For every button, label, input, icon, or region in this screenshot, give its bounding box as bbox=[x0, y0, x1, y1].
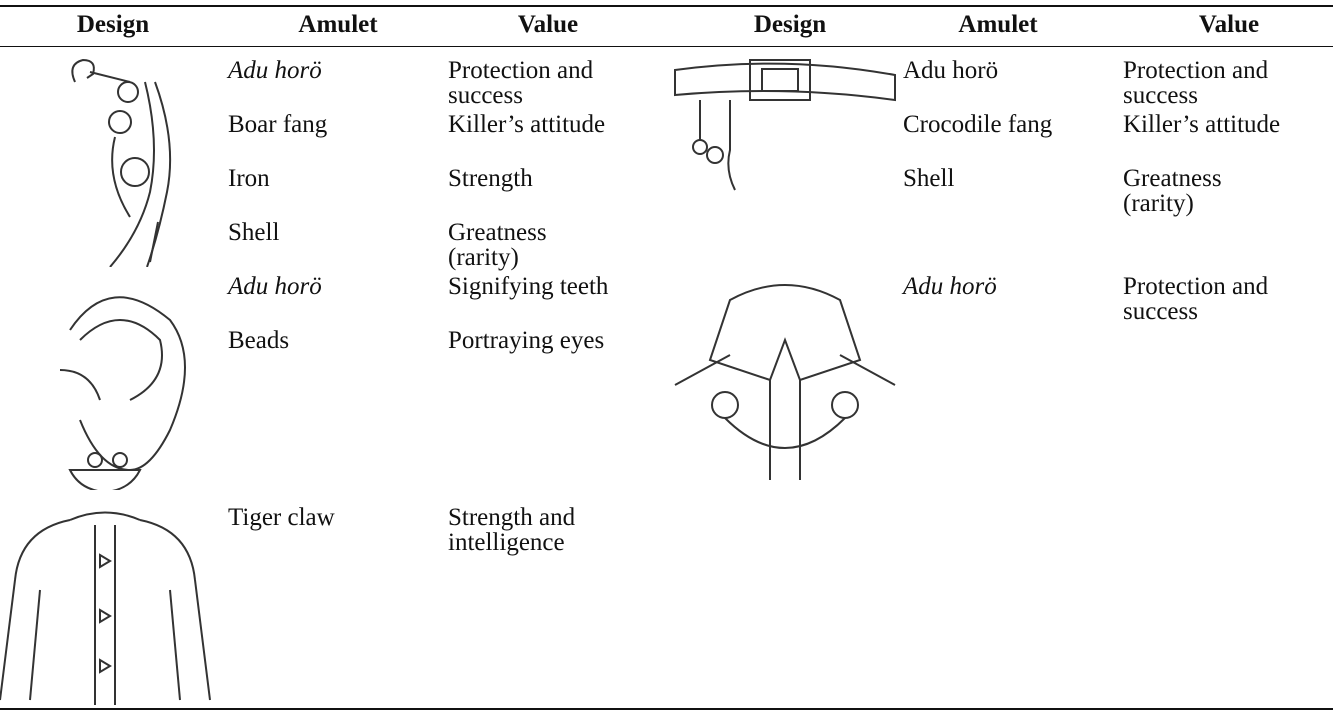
value: Killer’s attitude bbox=[448, 111, 606, 138]
value: Killer’s attitude bbox=[1123, 111, 1281, 138]
amulet: Crocodile fang bbox=[903, 111, 1053, 138]
value: Protection and success bbox=[1123, 273, 1269, 325]
amulet: Iron bbox=[228, 165, 270, 192]
amulet: Adu horö bbox=[228, 57, 322, 84]
value: Greatness (rarity) bbox=[1123, 165, 1222, 217]
amulet: Adu horö bbox=[903, 57, 999, 84]
amulet: Shell bbox=[228, 219, 280, 246]
header-cell: Value bbox=[517, 11, 579, 38]
ear-image bbox=[59, 296, 186, 490]
collar-image bbox=[674, 284, 896, 480]
value: Protection and success bbox=[448, 57, 594, 109]
top-rule bbox=[0, 5, 1333, 7]
header-cell: Design bbox=[753, 11, 827, 38]
shirt-image bbox=[0, 511, 211, 705]
bottom-rule bbox=[0, 708, 1333, 710]
value: Protection and success bbox=[1123, 57, 1269, 109]
amulet: Beads bbox=[228, 327, 290, 354]
value: Greatness (rarity) bbox=[448, 219, 547, 271]
value: Signifying teeth bbox=[448, 273, 609, 300]
amulet: Boar fang bbox=[228, 111, 328, 138]
amulet: Adu horö bbox=[228, 273, 322, 300]
header-rule bbox=[0, 46, 1333, 47]
header-cell: Amulet bbox=[958, 11, 1038, 38]
header-cell: Value bbox=[1198, 11, 1260, 38]
amulet: Shell bbox=[903, 165, 955, 192]
value: Strength bbox=[448, 165, 533, 192]
amulet: Tiger claw bbox=[228, 504, 335, 531]
keychain-image bbox=[71, 58, 172, 267]
header-cell: Design bbox=[76, 11, 150, 38]
belt-image bbox=[674, 59, 896, 191]
value: Strength and intelligence bbox=[448, 504, 576, 556]
amulet: Adu horö bbox=[903, 273, 997, 300]
header-cell: Amulet bbox=[298, 11, 378, 38]
value: Portraying eyes bbox=[448, 327, 605, 354]
